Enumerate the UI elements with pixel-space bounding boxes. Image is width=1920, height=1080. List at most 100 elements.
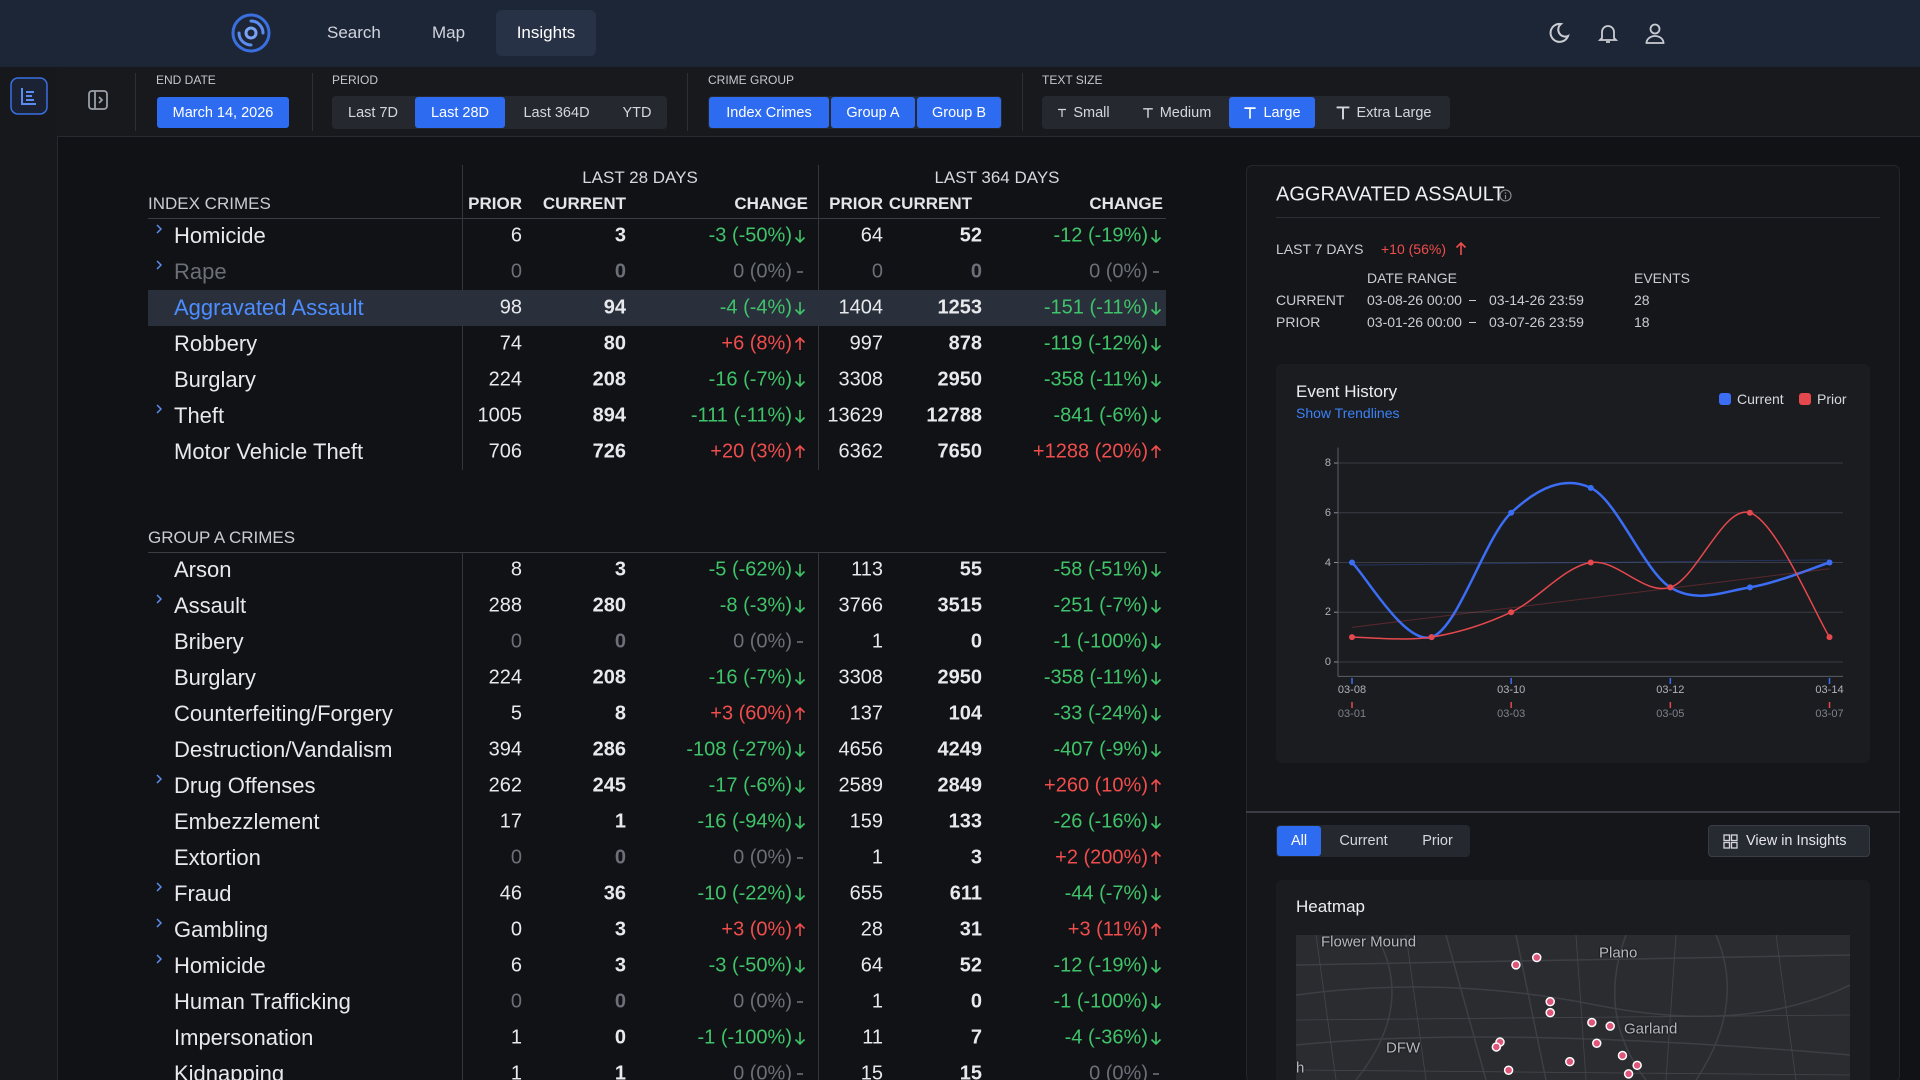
filter-option[interactable]: Last 7D [333, 97, 413, 128]
crime-name: Human Trafficking [174, 989, 351, 1014]
prior-value: 224 [488, 368, 522, 391]
table-row[interactable] [148, 624, 1166, 660]
table-row[interactable] [148, 362, 1166, 398]
period-header: LAST 364 DAYS [934, 168, 1060, 187]
change-value: -16 (-7%) [708, 368, 792, 391]
user-menu[interactable] [1643, 21, 1667, 45]
filter-option[interactable]: Index Crimes [709, 97, 829, 128]
arrow-down-icon [1150, 562, 1162, 578]
range-start: 03-01-26 00:00 [1367, 314, 1462, 330]
filter-option[interactable]: Last 364D [507, 97, 606, 128]
current-value: 0 [614, 1026, 626, 1049]
table-row[interactable] [148, 254, 1166, 290]
arrow-up-icon [1150, 778, 1162, 794]
crime-name: Counterfeiting/Forgery [174, 701, 393, 726]
current-value: 104 [948, 702, 982, 725]
arrow-down-icon [794, 372, 806, 388]
table-row[interactable] [148, 290, 1166, 326]
table-row[interactable] [148, 326, 1166, 362]
arrow-down-icon [1150, 336, 1162, 352]
arrow-down-icon [1150, 598, 1162, 614]
theme-toggle[interactable] [1547, 21, 1571, 45]
change-value: +3 (60%) [710, 702, 792, 725]
prior-value: 3766 [838, 594, 884, 617]
change-value: -108 (-27%) [686, 738, 792, 761]
filter-option[interactable]: Last 28D [415, 97, 505, 128]
table-row[interactable] [148, 218, 1166, 254]
filter-option[interactable]: Medium [1126, 97, 1227, 128]
current-value: 3 [614, 918, 626, 941]
prior-value: 8 [510, 558, 522, 581]
table-row[interactable] [148, 948, 1166, 984]
current-value: 12788 [926, 404, 982, 427]
change-value: +20 (3%) [710, 440, 792, 463]
current-value: 894 [592, 404, 626, 427]
filter-option[interactable]: Small [1043, 97, 1124, 128]
table-row[interactable] [148, 840, 1166, 876]
filter-option[interactable]: Group B [917, 97, 1001, 128]
change-value: -12 (-19%) [1053, 954, 1148, 977]
tab[interactable]: Prior [1422, 833, 1453, 849]
prior-value: 0 [510, 630, 522, 653]
current-value: 55 [959, 558, 982, 581]
current-value: 3515 [937, 594, 983, 617]
table-row[interactable] [148, 398, 1166, 434]
x-tick-label: 03-10 [1497, 684, 1526, 696]
crime-name: Gambling [174, 917, 269, 942]
table-row[interactable] [148, 588, 1166, 624]
no-change-icon [795, 265, 805, 279]
filter-option[interactable]: YTD [608, 97, 666, 128]
prior-value: 0 [510, 990, 522, 1013]
prior-value: 1 [510, 1062, 522, 1080]
table-row[interactable] [148, 912, 1166, 948]
current-value: 611 [949, 882, 982, 905]
divider [1246, 811, 1900, 813]
x-tick-label: 03-08 [1337, 684, 1367, 696]
prior-value: 6362 [838, 440, 884, 463]
table-row[interactable] [148, 876, 1166, 912]
table-row[interactable] [148, 552, 1166, 588]
change-value: -3 (-50%) [708, 954, 792, 977]
tab[interactable]: All [1290, 833, 1308, 849]
filter-option[interactable]: Group A [831, 97, 915, 128]
nav-item[interactable]: Insights [516, 23, 576, 42]
arrow-down-icon [794, 228, 806, 244]
crime-name: Theft [174, 403, 225, 428]
tab[interactable]: Current [1339, 833, 1388, 849]
table-row[interactable] [148, 660, 1166, 696]
prior-value: 5 [510, 702, 522, 725]
prior-value: 1404 [838, 296, 884, 319]
crime-name: Homicide [174, 223, 266, 248]
heatmap-map[interactable] [1296, 935, 1850, 1080]
panel-toggle[interactable] [87, 89, 109, 111]
crime-name: Rape [174, 259, 227, 284]
column-header: EVENTS [1634, 270, 1691, 286]
nav-item[interactable]: Map [432, 23, 466, 42]
column-header: CHANGE [1089, 194, 1163, 213]
filter-option[interactable]: Extra Large [1317, 97, 1449, 128]
current-value: 31 [959, 918, 982, 941]
filter-label: TEXT SIZE [1042, 73, 1103, 87]
table-row[interactable] [148, 1056, 1166, 1080]
current-value: 3 [970, 846, 982, 869]
crime-name: Homicide [174, 953, 266, 978]
prior-value: 655 [849, 882, 883, 905]
header-line [148, 552, 1166, 553]
filter-option[interactable]: Large [1229, 97, 1315, 128]
sidebar-list-button[interactable] [10, 77, 48, 115]
period-label: LAST 7 DAYS [1276, 241, 1364, 257]
change-value: 0 (0%) [733, 846, 792, 869]
trendline-link[interactable]: Show Trendlines [1296, 405, 1400, 421]
filter-option[interactable]: March 14, 2026 [157, 97, 289, 128]
change-value: -358 (-11%) [1043, 368, 1148, 391]
current-value: 0 [970, 990, 982, 1013]
logo[interactable] [229, 11, 273, 55]
nav-item[interactable]: Search [327, 23, 381, 42]
prior-value: 224 [488, 666, 522, 689]
notifications[interactable] [1596, 21, 1620, 45]
change-value: -17 (-6%) [708, 774, 792, 797]
crime-name: Burglary [174, 665, 256, 690]
crime-name: Robbery [174, 331, 258, 356]
section-title: INDEX CRIMES [148, 194, 271, 213]
change-value: -358 (-11%) [1043, 666, 1148, 689]
